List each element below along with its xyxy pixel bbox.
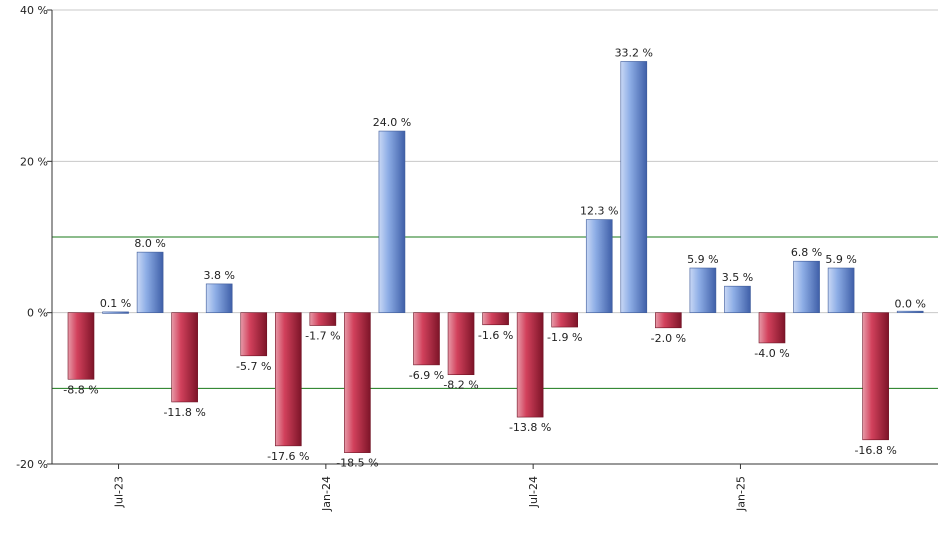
data-label: -1.9 % (547, 331, 582, 344)
bar (896, 310, 924, 313)
data-label: 0.0 % (894, 298, 925, 311)
bar (344, 312, 371, 453)
data-label: -5.7 % (236, 360, 271, 373)
bar (551, 312, 579, 328)
data-label: -2.0 % (651, 332, 686, 345)
bar (447, 312, 475, 376)
bar (827, 267, 855, 313)
data-label: 6.8 % (791, 246, 822, 259)
data-label: 5.9 % (687, 253, 718, 266)
axes: -20 % 0 % 20 % 40 % Jul-23 Jan-24 Jul-24 Jan-25 (16, 4, 938, 512)
data-label: 0.1 % (100, 297, 131, 310)
data-label: 33.2 % (615, 46, 653, 59)
data-label: 3.5 % (722, 271, 753, 284)
bar (240, 312, 268, 357)
y-tick-label: 0 % (27, 307, 48, 320)
bar (724, 285, 751, 313)
bar (136, 251, 164, 313)
x-tick-label: Jul-24 (527, 476, 540, 508)
data-label: -13.8 % (509, 421, 551, 434)
data-label: -8.2 % (443, 379, 478, 392)
bar (274, 312, 302, 447)
data-label: 24.0 % (373, 116, 411, 129)
y-tick-label: 40 % (20, 4, 48, 17)
bar (378, 130, 406, 313)
bar (793, 260, 820, 313)
bar (862, 312, 889, 441)
reference-lines (52, 236, 938, 389)
bar (620, 61, 648, 313)
data-label: -1.6 % (478, 329, 513, 342)
x-tick-label: Jul-23 (113, 476, 126, 508)
bar (758, 312, 786, 344)
data-label: 3.8 % (203, 269, 234, 282)
y-tick-label: 20 % (20, 155, 48, 168)
bar (689, 267, 717, 313)
bar (67, 312, 95, 380)
data-label: -4.0 % (754, 347, 789, 360)
data-label: -17.6 % (267, 450, 309, 463)
bar (655, 312, 682, 329)
data-label: -11.8 % (163, 406, 205, 419)
bar (482, 312, 509, 326)
data-label: -8.8 % (63, 383, 98, 396)
data-label: -18.5 % (336, 457, 378, 470)
bar (205, 283, 233, 313)
data-label: 5.9 % (825, 253, 856, 266)
bar (585, 219, 613, 313)
x-tick-label: Jan-25 (734, 476, 747, 512)
data-label: 8.0 % (134, 237, 165, 250)
bar (102, 311, 129, 314)
bars (67, 61, 924, 453)
bar (413, 312, 440, 366)
y-tick-label: -20 % (16, 458, 48, 471)
data-label: 12.3 % (580, 205, 618, 218)
x-tick-label: Jan-24 (320, 476, 333, 512)
data-label: -16.8 % (854, 444, 896, 457)
bar (309, 312, 337, 326)
data-label: -6.9 % (409, 369, 444, 382)
data-label: -1.7 % (305, 330, 340, 343)
bar (171, 312, 198, 403)
bar (516, 312, 544, 418)
labels: -8.8 % 0.1 % 8.0 % -11.8 % 3.8 % -5.7 % -17.6 … (63, 46, 926, 469)
